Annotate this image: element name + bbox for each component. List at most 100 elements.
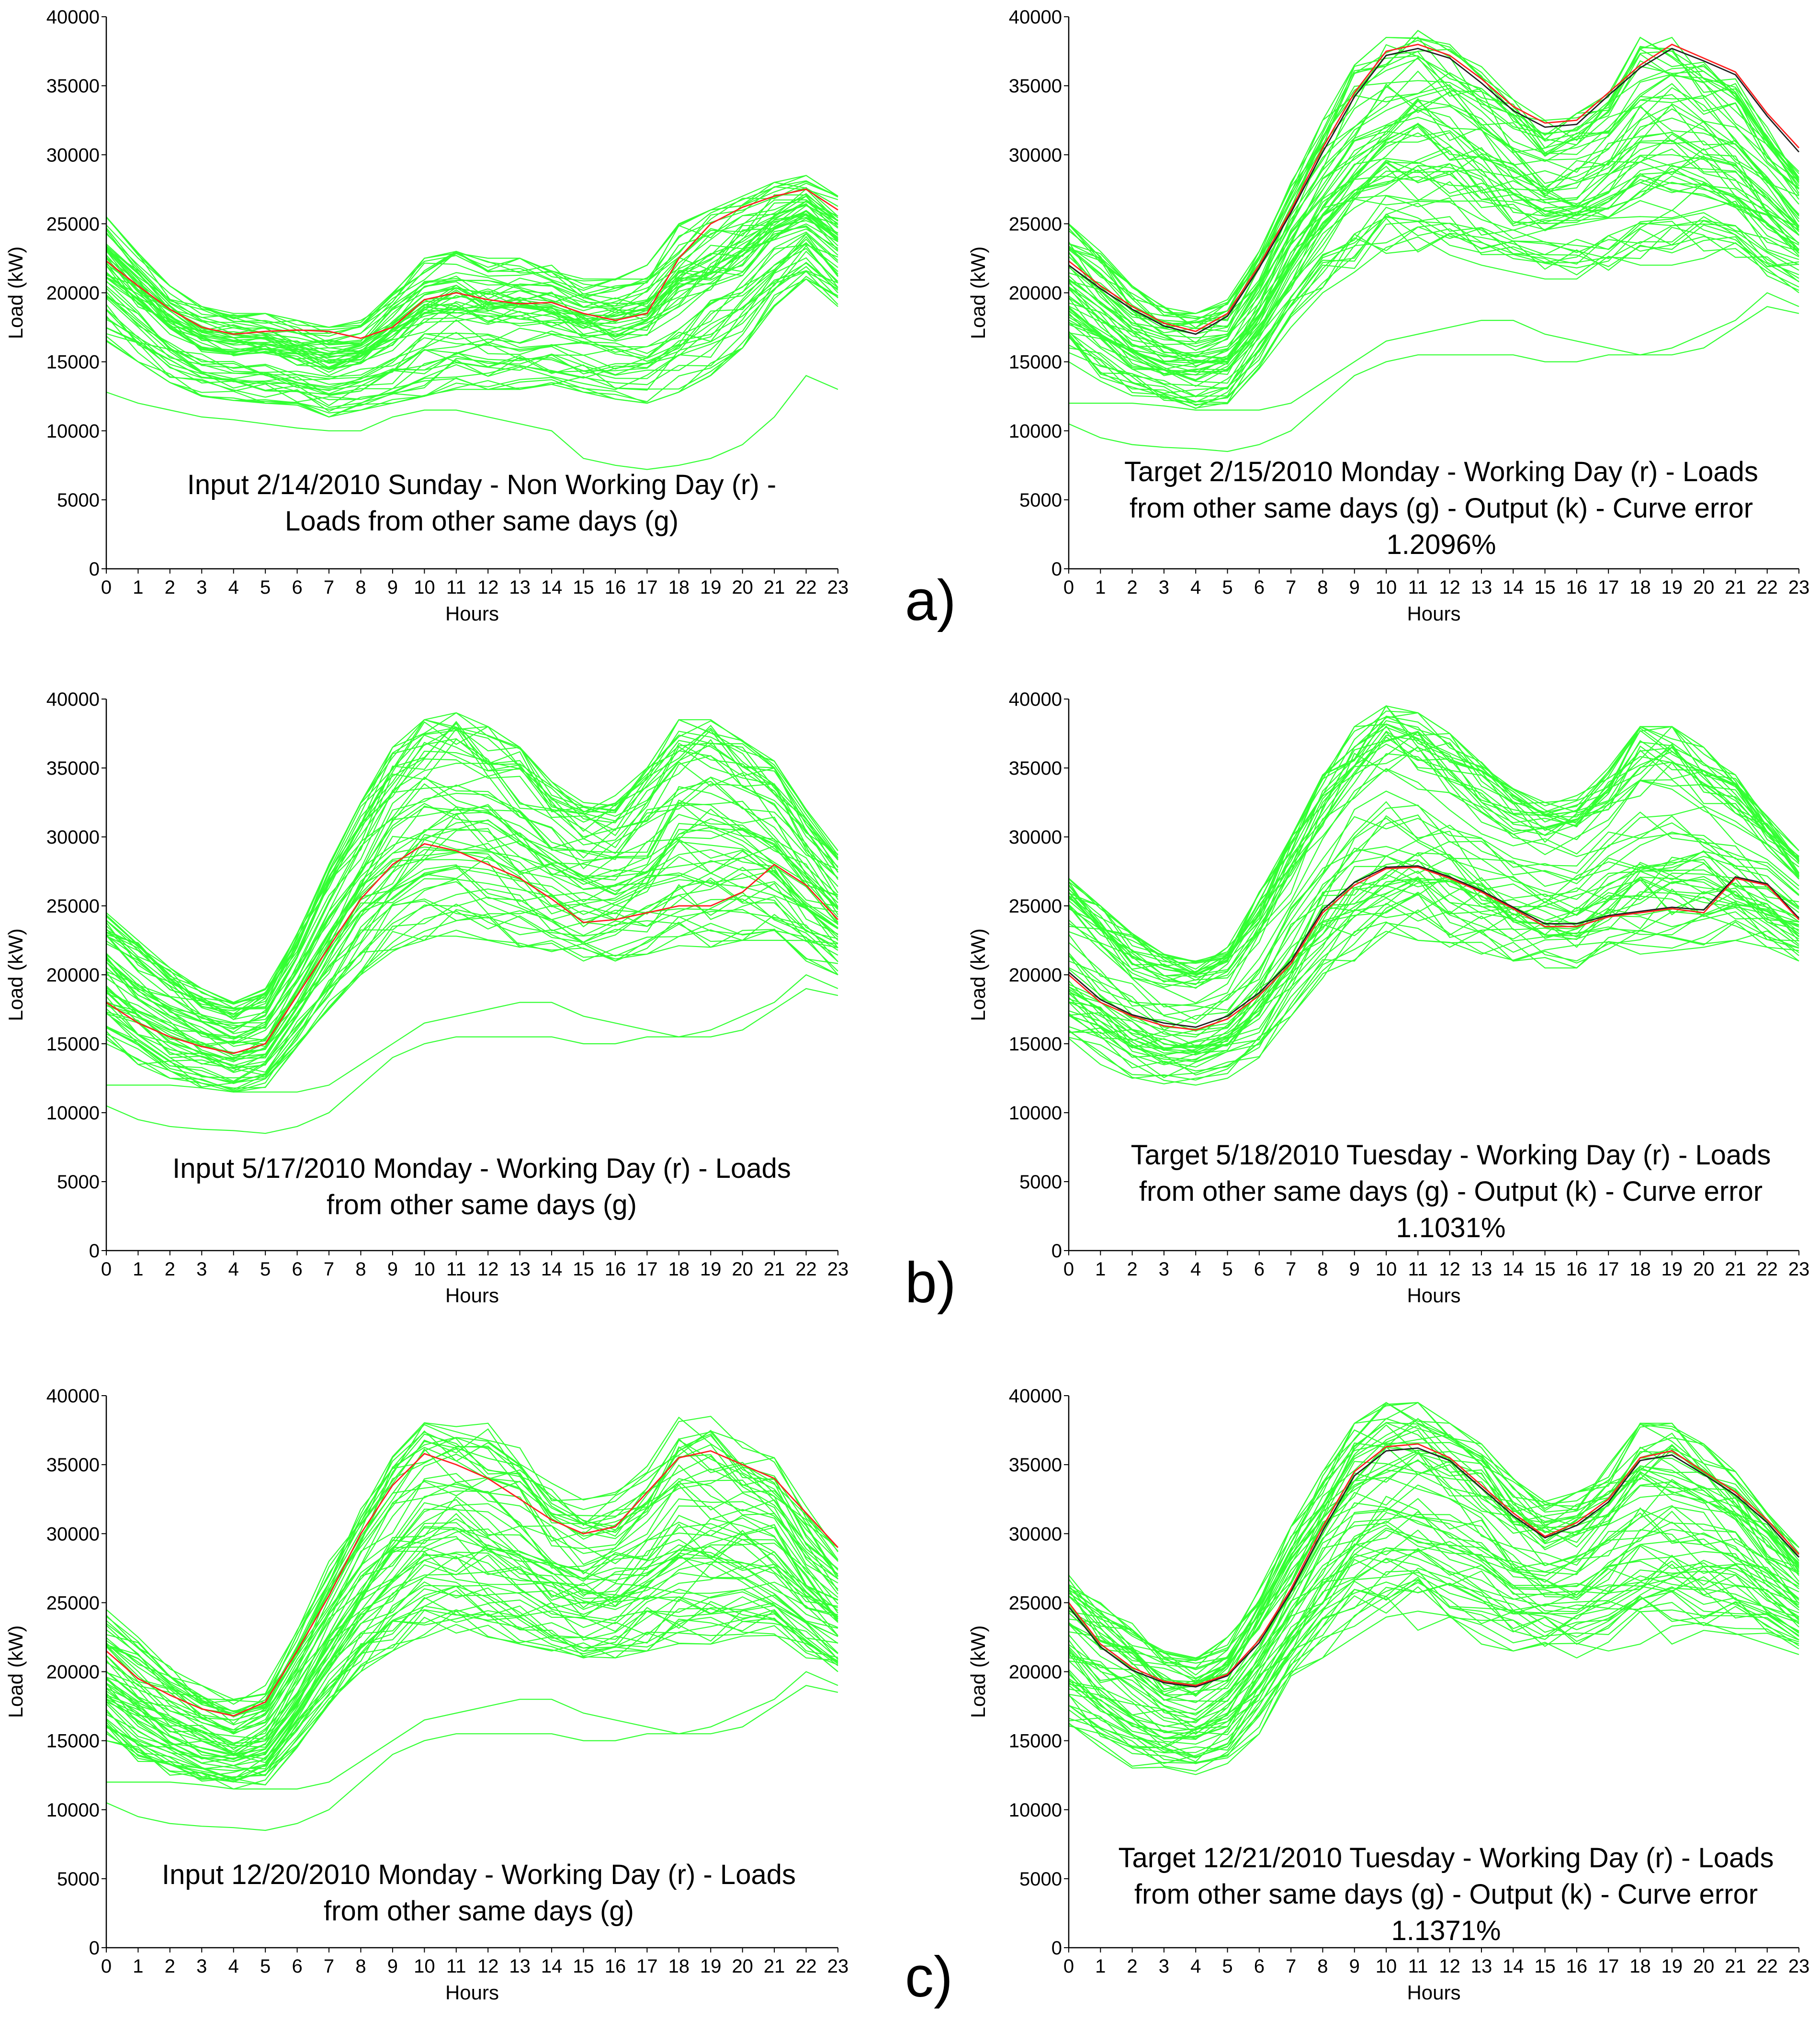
bundle-line bbox=[1068, 170, 1799, 374]
bundle-line bbox=[1068, 715, 1799, 983]
bundle-line bbox=[1068, 1429, 1799, 1664]
y-tick-label: 15000 bbox=[46, 1034, 100, 1055]
bundle-line bbox=[106, 242, 838, 389]
bundle-line bbox=[1068, 1527, 1799, 1740]
bundle-line bbox=[1068, 1418, 1799, 1670]
y-tick-label: 35000 bbox=[46, 1455, 100, 1476]
bundle-line bbox=[106, 1484, 838, 1731]
x-tick-label: 10 bbox=[1376, 1259, 1397, 1280]
bundle-line bbox=[106, 888, 838, 1079]
bundle-line bbox=[1068, 1444, 1799, 1696]
x-tick-label: 21 bbox=[1725, 1259, 1746, 1280]
x-tick-label: 7 bbox=[324, 1956, 334, 1977]
bundle-line bbox=[106, 1609, 838, 1783]
x-tick-label: 1 bbox=[1095, 577, 1106, 598]
bundle-line-outlier bbox=[1068, 292, 1799, 452]
x-tick-label: 15 bbox=[1534, 1956, 1556, 1977]
bundle-line bbox=[106, 233, 838, 380]
y-tick-label: 35000 bbox=[1009, 1455, 1062, 1476]
bundle-line bbox=[1068, 1402, 1799, 1669]
x-tick-label: 5 bbox=[1222, 1956, 1232, 1977]
x-tick-label: 11 bbox=[446, 1956, 466, 1977]
x-tick-label: 6 bbox=[292, 1259, 302, 1280]
y-tick-label: 30000 bbox=[46, 1523, 100, 1545]
x-tick-label: 13 bbox=[509, 577, 531, 598]
bundle-line bbox=[1068, 768, 1799, 1004]
y-tick-label: 20000 bbox=[46, 965, 100, 986]
bundle-line bbox=[1068, 860, 1799, 1052]
chart-caption-line: Input 5/17/2010 Monday - Working Day (r)… bbox=[172, 1153, 791, 1184]
chart-caption-line: 1.1371% bbox=[1391, 1915, 1501, 1946]
bundle-line bbox=[106, 722, 838, 1012]
bundle-line bbox=[106, 1556, 838, 1764]
x-tick-label: 4 bbox=[1190, 1259, 1201, 1280]
series-red bbox=[106, 843, 839, 1054]
bundle-line bbox=[106, 859, 838, 1073]
bundle-line bbox=[106, 1554, 838, 1762]
bundle-line bbox=[1068, 146, 1799, 370]
x-tick-label: 2 bbox=[1127, 577, 1137, 598]
bundle-line bbox=[106, 1533, 838, 1756]
bundle-line bbox=[106, 712, 838, 1004]
bundle-line bbox=[106, 738, 838, 1020]
chart-caption-line: Input 2/14/2010 Sunday - Non Working Day… bbox=[187, 469, 776, 500]
chart-b-target: 0 1 2 3 4 5 6 7 8 9 10 11 12 13 14 15 16 17 18 19 20 21 22 2305… bbox=[967, 689, 1809, 1307]
x-tick-label: 23 bbox=[1788, 577, 1810, 598]
bundle-lines bbox=[1068, 1401, 1799, 1775]
bundle-line-outlier bbox=[106, 1671, 838, 1831]
series-red bbox=[106, 1450, 839, 1717]
x-tick-label: 3 bbox=[196, 1956, 207, 1977]
x-tick-label: 5 bbox=[1222, 1259, 1232, 1280]
x-tick-label: 20 bbox=[1693, 577, 1715, 598]
y-tick-label: 25000 bbox=[46, 214, 100, 235]
bundle-line bbox=[1068, 132, 1799, 368]
bundle-line bbox=[1068, 206, 1799, 397]
y-tick-label: 15000 bbox=[1009, 352, 1062, 373]
x-tick-label: 23 bbox=[1788, 1956, 1810, 1977]
bundle-line bbox=[106, 1536, 838, 1760]
x-tick-label: 10 bbox=[1376, 1956, 1397, 1977]
x-tick-label: 16 bbox=[605, 1956, 626, 1977]
bundle-line bbox=[1068, 1579, 1799, 1753]
bundle-line bbox=[106, 233, 838, 385]
chart-caption-line: from other same days (g) - Output (k) - … bbox=[1130, 493, 1753, 524]
y-tick-label: 20000 bbox=[1009, 283, 1062, 304]
x-tick-label: 0 bbox=[1063, 577, 1074, 598]
bundle-line bbox=[106, 1496, 838, 1740]
y-tick-label: 0 bbox=[1051, 1938, 1062, 1959]
x-tick-label: 22 bbox=[1756, 1259, 1778, 1280]
x-tick-label: 19 bbox=[1662, 577, 1683, 598]
chart-b-input: 0 1 2 3 4 5 6 7 8 9 10 11 12 13 14 15 16 17 18 19 20 21 22 2305… bbox=[4, 689, 848, 1307]
x-tick-label: 22 bbox=[1756, 1956, 1778, 1977]
bundle-line bbox=[106, 849, 838, 1053]
x-tick-label: 13 bbox=[509, 1259, 531, 1280]
bundle-line bbox=[106, 1428, 838, 1714]
y-tick-label: 15000 bbox=[46, 352, 100, 373]
bundle-line bbox=[106, 898, 838, 1082]
bundle-line bbox=[1068, 213, 1799, 394]
x-tick-label: 12 bbox=[1439, 577, 1460, 598]
bundle-line bbox=[106, 175, 838, 328]
x-tick-label: 16 bbox=[605, 1259, 626, 1280]
bundle-line bbox=[106, 727, 838, 1010]
bundle-lines bbox=[106, 175, 838, 470]
bundle-line bbox=[106, 1479, 838, 1735]
bundle-line bbox=[106, 829, 838, 1056]
x-tick-label: 11 bbox=[1408, 577, 1428, 598]
bundle-line bbox=[106, 194, 838, 345]
bundle-line bbox=[106, 838, 838, 1060]
bundle-line bbox=[106, 1551, 838, 1763]
x-tick-label: 15 bbox=[573, 577, 594, 598]
bundle-line bbox=[1068, 1446, 1799, 1695]
bundle-line bbox=[1068, 753, 1799, 988]
x-tick-label: 22 bbox=[795, 1956, 817, 1977]
bundle-line bbox=[1068, 878, 1799, 1061]
x-tick-label: 17 bbox=[636, 577, 658, 598]
x-tick-label: 2 bbox=[165, 1956, 175, 1977]
bundle-line bbox=[106, 1597, 838, 1783]
x-axis-label: Hours bbox=[445, 1981, 499, 2004]
panels: 0 1 2 3 4 5 6 7 8 9 10 11 12 13 14 15 16 17 18 19 20 21 22 2305… bbox=[4, 7, 1809, 2004]
bundle-line bbox=[106, 1585, 838, 1778]
x-tick-label: 0 bbox=[101, 1259, 112, 1280]
